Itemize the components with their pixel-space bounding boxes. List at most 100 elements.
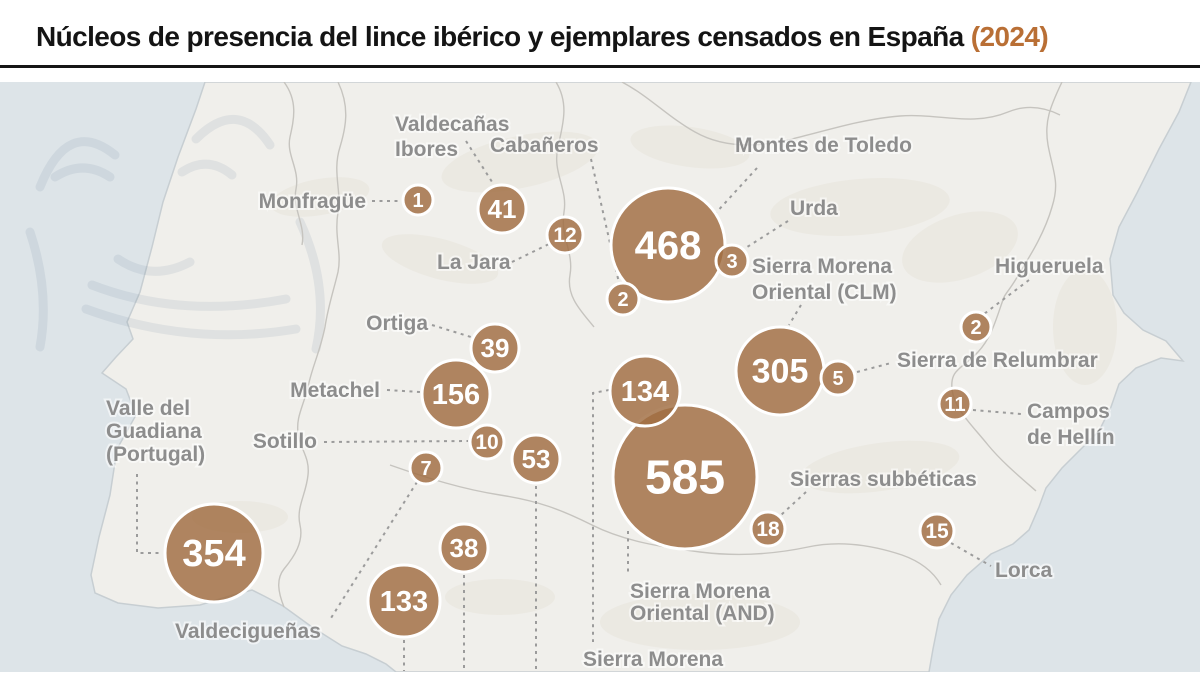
infographic: Núcleos de presencia del lince ibérico y… <box>0 20 1200 672</box>
nucleus-Sierras subbéticas: 18 <box>749 510 787 548</box>
nucleus-bubble <box>438 522 490 574</box>
nucleus-count: 53 <box>522 444 551 474</box>
title-text: Núcleos de presencia del lince ibérico y… <box>36 21 964 52</box>
nucleus-Urda: 3 <box>714 243 750 279</box>
nucleus-count-133: 133 <box>366 563 442 639</box>
nucleus-label-Lorca: Lorca <box>995 559 1053 582</box>
nucleus-count-53: 53 <box>510 433 562 485</box>
nucleus-bubble <box>918 512 956 550</box>
nucleus-count: 3 <box>726 251 737 273</box>
nucleus-bubble <box>468 423 506 461</box>
nucleus-bubble <box>366 563 442 639</box>
nucleus-label-Ortiga: Ortiga <box>366 312 428 335</box>
leader-line-Montes de Toledo <box>713 167 758 216</box>
nucleus-count: 354 <box>182 533 245 575</box>
nucleus-bubble <box>476 183 528 235</box>
nucleus-bubble <box>959 310 993 344</box>
page-title: Núcleos de presencia del lince ibérico y… <box>36 20 1049 53</box>
nucleus-label-Sierras subbéticas: Sierras subbéticas <box>790 468 977 491</box>
nucleus-Valle del Guadiana (Portugal): 354 <box>163 502 265 604</box>
nucleus-count-38: 38 <box>438 522 490 574</box>
border-portugal-spain <box>278 82 347 608</box>
nucleus-bubble <box>510 433 562 485</box>
year-badge: (2024) <box>970 21 1049 52</box>
header: Núcleos de presencia del lince ibérico y… <box>36 20 1164 53</box>
leader-line-Campos de Hellín <box>972 409 1022 415</box>
nucleus-Higueruela: 2 <box>959 310 993 344</box>
nucleus-count: 305 <box>752 353 809 391</box>
nucleus-bubble <box>163 502 265 604</box>
nucleus-label-Campos de Hellín: Campos de Hellín <box>1027 400 1115 449</box>
nucleus-label-Sierra Morena Oriental (CLM): Sierra Morena Oriental (CLM) <box>752 255 897 304</box>
nucleus-bubble <box>605 281 641 317</box>
nucleus-label-Valdecañas Ibores: Valdecañas Ibores <box>395 113 509 161</box>
nucleus-label-Valle del Guadiana (Portugal): Valle del Guadiana (Portugal) <box>106 397 205 466</box>
nucleus-count: 11 <box>944 394 965 416</box>
nucleus-count: 134 <box>621 376 669 408</box>
nucleus-count: 18 <box>756 518 780 541</box>
nucleus-Sierra de Relumbrar: 5 <box>819 359 857 397</box>
leader-line-Lorca <box>950 542 992 567</box>
nucleus-count: 585 <box>645 452 725 505</box>
nucleus-count: 12 <box>553 224 576 247</box>
nucleus-Campos de Hellín: 11 <box>937 386 973 422</box>
nucleus-bubble <box>611 403 759 551</box>
admin-borders <box>278 82 1063 608</box>
nucleus-Sotillo: 10 <box>468 423 506 461</box>
nucleus-label-Sierra Morena: Sierra Morena <box>583 648 723 671</box>
leader-line-Valdecañas Ibores <box>465 140 495 186</box>
leader-line-Metachel <box>386 389 421 393</box>
leader-line-Sierra Morena <box>592 389 610 642</box>
header-divider <box>0 65 1200 68</box>
nucleus-label-Urda: Urda <box>790 197 838 220</box>
nucleus-La Jara: 12 <box>545 215 585 255</box>
nucleus-count: 39 <box>481 333 510 363</box>
nucleus-Montes de Toledo: 468 <box>609 186 727 304</box>
nucleus-count: 15 <box>925 520 949 543</box>
nucleus-label-Higueruela: Higueruela <box>995 255 1104 278</box>
nucleus-bubble <box>714 243 750 279</box>
nucleus-bubble <box>401 183 435 217</box>
nucleus-count: 5 <box>832 368 843 390</box>
nucleus-Sierra Morena Oriental (AND): 585 <box>611 403 759 551</box>
nucleus-count: 2 <box>617 289 628 311</box>
nucleus-bubble <box>408 450 444 486</box>
lynx-watermark <box>25 114 325 354</box>
leader-line-Urda <box>743 220 789 250</box>
nuclei-labels: Monfragüe Valdecañas Ibores La Jara Cabañero… <box>104 111 1117 672</box>
nucleus-count: 133 <box>380 586 428 618</box>
leader-line-Sierras subbéticas <box>780 491 807 516</box>
nucleus-bubble <box>469 322 521 374</box>
nucleus-Sierra Morena Oriental (CLM): 305 <box>734 325 826 417</box>
nucleus-label-Sierra de Relumbrar: Sierra de Relumbrar <box>897 349 1098 372</box>
nucleus-count: 7 <box>420 458 431 480</box>
leader-line-Sierra de Relumbrar <box>856 362 892 373</box>
nucleus-count: 2 <box>970 317 981 339</box>
nucleus-bubble <box>937 386 973 422</box>
leader-line-Higueruela <box>983 279 1030 315</box>
nucleus-Metachel: 156 <box>420 358 492 430</box>
nucleus-bubble <box>819 359 857 397</box>
nucleus-Ortiga: 39 <box>469 322 521 374</box>
leader-line-Sotillo <box>323 440 469 443</box>
nucleus-label-Sierra Morena Oriental (AND): Sierra Morena Oriental (AND) <box>630 580 775 625</box>
nucleus-Lorca: 15 <box>918 512 956 550</box>
nucleus-Valdecigueñas: 7 <box>408 450 444 486</box>
nucleus-Valdecañas Ibores: 41 <box>476 183 528 235</box>
nucleus-bubble <box>749 510 787 548</box>
nucleus-label-Valdecigueñas: Valdecigueñas <box>175 620 321 643</box>
nucleus-bubble <box>420 358 492 430</box>
nucleus-label-Sotillo: Sotillo <box>253 430 317 453</box>
nucleus-count: 41 <box>488 194 517 224</box>
nucleus-Cabañeros: 2 <box>605 281 641 317</box>
nucleus-label-La Jara: La Jara <box>437 251 511 274</box>
nucleus-bubble <box>545 215 585 255</box>
nucleus-bubble <box>608 354 682 428</box>
nucleus-Sierra Morena: 134 <box>608 354 682 428</box>
nucleus-label-Monfragüe: Monfragüe <box>259 190 366 213</box>
nucleus-label-Cabañeros: Cabañeros <box>490 134 599 157</box>
nucleus-count: 156 <box>432 379 480 411</box>
nucleus-count: 1 <box>412 190 423 212</box>
nucleus-label-Metachel: Metachel <box>290 379 380 402</box>
